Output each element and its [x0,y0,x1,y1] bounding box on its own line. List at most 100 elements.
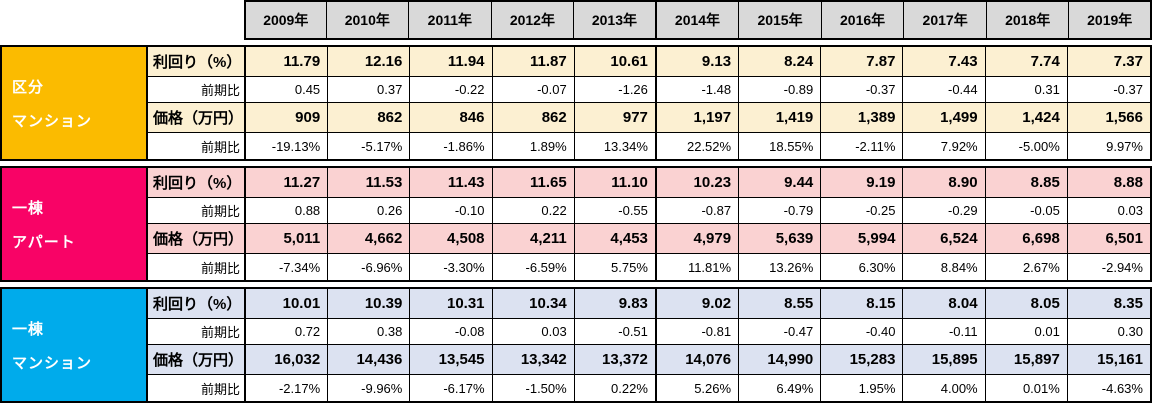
price-value-cell: 4,662 [328,224,411,254]
row-label-yield-yoy: 前期比 [148,77,246,103]
price-yoy-value-cell: -2.17% [246,375,329,401]
yield-value-cell: 9.02 [656,289,740,319]
yield-yoy-value-cell: 0.03 [492,319,575,345]
year-header-2015: 2015年 [739,0,822,40]
price-yoy-value-cell: -5.00% [985,133,1068,159]
price-value-cell: 1,419 [739,103,822,133]
price-value-cell: 1,197 [656,103,740,133]
price-value-cell: 862 [492,103,575,133]
yield-value-cell: 11.10 [574,168,657,198]
yield-yoy-value-cell: -0.87 [656,198,740,224]
price-yoy-value-cell: 8.84% [903,254,986,280]
yield-yoy-value-cell: -0.51 [574,319,657,345]
price-yoy-value-cell: -19.13% [246,133,329,159]
year-header-row: 2009年 2010年 2011年 2012年 2013年 2014年 2015… [0,0,1152,40]
row-label-yield: 利回り（%） [148,47,246,77]
yield-value-cell: 10.39 [328,289,411,319]
row-label-price: 価格（万円） [148,103,246,133]
year-header-2017: 2017年 [904,0,987,40]
yield-yoy-value-cell: 0.22 [492,198,575,224]
year-header-2013: 2013年 [574,0,657,40]
category-label-line: 区分 [12,78,45,96]
yield-value-cell: 7.87 [821,47,904,77]
year-header-2012: 2012年 [491,0,575,40]
row-label-price-yoy: 前期比 [148,375,246,401]
yield-yoy-value-cell: -0.40 [821,319,904,345]
yield-value-cell: 9.19 [821,168,904,198]
header-spacer [0,0,146,40]
category-label-line: マンション [12,112,93,130]
price-value-cell: 1,499 [903,103,986,133]
yield-value-cell: 10.61 [574,47,657,77]
yield-value-cell: 8.24 [739,47,822,77]
yield-value-cell: 11.53 [328,168,411,198]
price-yoy-value-cell: 11.81% [656,254,740,280]
sections-container: 区分 マンション 利回り（%） 11.79 12.16 11.94 11.87 10.61 9.… [0,45,1152,403]
row-label-price-yoy: 前期比 [148,133,246,159]
price-yoy-value-cell: 6.30% [821,254,904,280]
price-value-cell: 16,032 [246,345,329,375]
yield-value-cell: 7.74 [985,47,1068,77]
yield-yoy-value-cell: 0.30 [1067,319,1150,345]
price-yoy-value-cell: -6.59% [492,254,575,280]
price-value-cell: 1,566 [1067,103,1150,133]
yield-yoy-value-cell: -0.47 [739,319,822,345]
price-yoy-value-cell: 13.26% [739,254,822,280]
price-yoy-value-cell: 1.89% [492,133,575,159]
yield-yoy-value-cell: -0.37 [821,77,904,103]
year-header-2011: 2011年 [409,0,492,40]
price-value-cell: 4,979 [656,224,740,254]
yield-yoy-value-cell: -0.29 [903,198,986,224]
price-yoy-value-cell: -3.30% [410,254,493,280]
price-yoy-value-cell: 7.92% [903,133,986,159]
price-yoy-value-cell: 4.00% [903,375,986,401]
yield-yoy-value-cell: 0.01 [985,319,1068,345]
yield-value-cell: 12.16 [328,47,411,77]
price-value-cell: 15,283 [821,345,904,375]
header-spacer [146,0,244,40]
price-yoy-value-cell: 22.52% [656,133,740,159]
year-header-2010: 2010年 [326,0,410,40]
yield-value-cell: 10.31 [410,289,493,319]
yield-value-cell: 11.87 [492,47,575,77]
category-cell-kubun-mansion: 区分 マンション [2,47,148,159]
category-label-line: 一棟 [12,320,45,338]
yield-yoy-value-cell: 0.31 [985,77,1068,103]
price-value-cell: 6,698 [985,224,1068,254]
yield-yoy-value-cell: 0.37 [328,77,411,103]
yield-yoy-value-cell: -0.89 [739,77,822,103]
price-yoy-value-cell: 0.01% [985,375,1068,401]
yield-value-cell: 10.23 [656,168,740,198]
yield-yoy-value-cell: -0.81 [656,319,740,345]
year-header-2018: 2018年 [986,0,1070,40]
price-value-cell: 5,011 [246,224,329,254]
price-yoy-value-cell: 18.55% [739,133,822,159]
price-yoy-value-cell: -7.34% [246,254,329,280]
year-header-2019: 2019年 [1069,0,1152,40]
yield-yoy-value-cell: -0.22 [410,77,493,103]
price-value-cell: 846 [410,103,493,133]
row-label-price: 価格（万円） [148,345,246,375]
year-header-2016: 2016年 [821,0,905,40]
price-yoy-value-cell: -4.63% [1067,375,1150,401]
price-value-cell: 15,897 [985,345,1068,375]
yield-yoy-value-cell: 0.26 [328,198,411,224]
price-yoy-value-cell: 2.67% [985,254,1068,280]
price-yoy-value-cell: 5.26% [656,375,740,401]
yield-value-cell: 11.27 [246,168,329,198]
price-value-cell: 1,424 [985,103,1068,133]
row-label-price: 価格（万円） [148,224,246,254]
price-yoy-value-cell: -1.50% [492,375,575,401]
section-kubun-mansion: 区分 マンション 利回り（%） 11.79 12.16 11.94 11.87 10.61 9.… [0,45,1152,161]
yield-yoy-value-cell: 0.03 [1067,198,1150,224]
price-value-cell: 14,990 [739,345,822,375]
yield-value-cell: 7.43 [903,47,986,77]
year-header-2014: 2014年 [656,0,740,40]
price-yoy-value-cell: -2.94% [1067,254,1150,280]
yield-yoy-value-cell: -0.10 [410,198,493,224]
price-value-cell: 909 [246,103,329,133]
yield-value-cell: 8.88 [1067,168,1150,198]
yield-value-cell: 11.79 [246,47,329,77]
yield-value-cell: 11.65 [492,168,575,198]
yield-yoy-value-cell: -0.08 [410,319,493,345]
